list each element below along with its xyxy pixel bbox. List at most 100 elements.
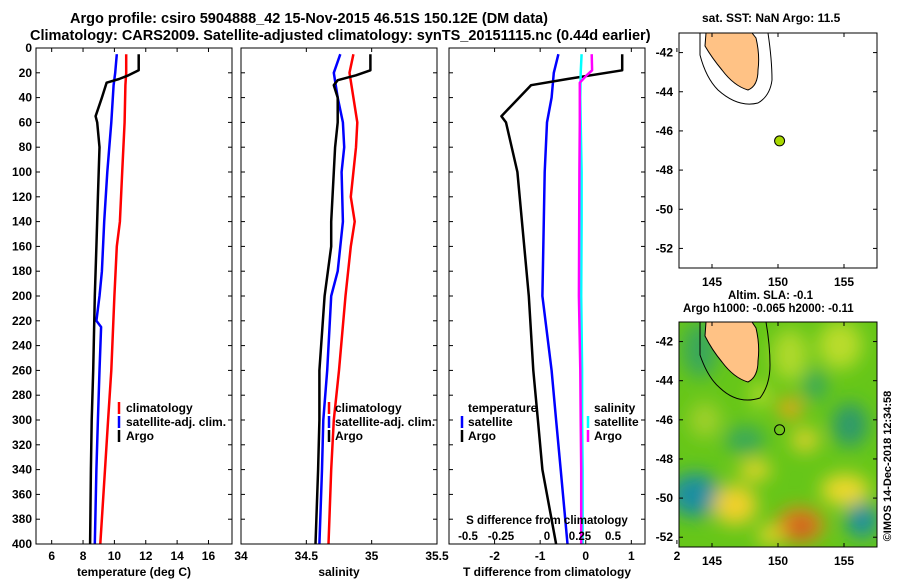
shelf-contour (699, 322, 771, 401)
legend-satellite-adj: satellite-adj. clim. (126, 415, 226, 429)
plot-title-line2: Climatology: CARS2009. Satellite-adjuste… (30, 28, 651, 44)
plot-title-line1: Argo profile: csiro 5904888_42 15-Nov-20… (70, 11, 548, 27)
sst-map: 145 150 155 -42 -44 -46 -48 -50 -52 (656, 32, 878, 289)
y-tick-label: 160 (12, 239, 32, 253)
series-line-argo (88, 54, 140, 544)
y-tick-label: 40 (19, 91, 33, 105)
salinity-xlabel: salinity (318, 565, 360, 579)
sla-map: 145 150 155 -42 -44 -46 -48 -50 -52 (656, 321, 878, 568)
y-tick-label: 80 (19, 140, 33, 154)
sst-axis-ticks: 145 150 155 -42 -44 -46 -48 -50 -52 (656, 33, 877, 289)
x-tick-label: 8 (80, 549, 87, 563)
x-tick-label: -1 (535, 549, 546, 563)
legend-t-satellite: satellite (468, 415, 513, 429)
difference-axis-ticks: -2 -1 0 1 2 (449, 47, 681, 563)
salinity-lines (314, 53, 372, 544)
y-tick-label: 200 (12, 289, 32, 303)
difference-axes-box (448, 47, 646, 545)
s-difference-label: S difference from climatology (466, 515, 628, 527)
lat-tick-label: -44 (656, 85, 674, 99)
tasmania-landmass (704, 33, 760, 91)
shelf-contour (699, 33, 773, 105)
difference-panel: -2 -1 0 1 2 T difference from climatology S … (448, 47, 681, 579)
series-line-t-argo (500, 54, 624, 544)
lat-tick-label: -44 (656, 374, 674, 388)
salinity-axes-box (240, 47, 438, 545)
lat-tick-label: -52 (656, 241, 674, 255)
sla-field (679, 322, 877, 547)
sst-axes-box (678, 32, 878, 269)
temperature-xlabel: temperature (deg C) (77, 565, 191, 579)
lon-tick-label: 145 (702, 554, 722, 568)
temperature-axis-ticks: 6 8 10 12 14 16020406080100120140160180200220… (12, 41, 232, 563)
lon-tick-label: 150 (768, 554, 788, 568)
y-tick-label: 340 (12, 463, 32, 477)
argo-position-marker (774, 135, 786, 147)
temperature-panel: 6 8 10 12 14 16020406080100120140160180200220… (12, 41, 233, 579)
lat-tick-label: -50 (656, 202, 674, 216)
temperature-legend: climatology satellite-adj. clim. Argo (117, 401, 226, 443)
lat-tick-label: -46 (656, 413, 674, 427)
sla-map-title-line2: Argo h1000: -0.065 h2000: -0.11 (683, 303, 854, 315)
x-tick-label: 14 (170, 549, 184, 563)
lon-tick-label: 155 (834, 554, 854, 568)
x-tick-label: 35.5 (425, 549, 449, 563)
legend-climatology: climatology (126, 401, 193, 415)
legend-satellite-adj: satellite-adj. clim. (335, 415, 435, 429)
difference-legend: temperature satellite Argo salinity sate… (460, 401, 639, 443)
salinity-legend: climatology satellite-adj. clim. Argo (327, 401, 435, 443)
legend-t-argo: Argo (468, 429, 496, 443)
difference-lines (500, 53, 624, 544)
x-tick-label: 10 (108, 549, 122, 563)
y-tick-label: 260 (12, 363, 32, 377)
salinity-panel: 34 34.5 35 35.5 salinity climatology satell… (234, 47, 449, 579)
salinity-axis-ticks: 34 34.5 35 35.5 (234, 47, 449, 563)
imos-credit: ©IMOS 14-Dec-2018 12:34:58 (882, 391, 894, 542)
series-line-climatology (99, 54, 128, 544)
x-tick-label: 1 (628, 549, 635, 563)
y-tick-label: 380 (12, 512, 32, 526)
series-line-satellite-adj-clim- (93, 54, 119, 544)
y-tick-label: 220 (12, 314, 32, 328)
x-tick-label: 34.5 (295, 549, 319, 563)
series-line-s-argo (577, 54, 594, 544)
y-tick-label: 120 (12, 190, 32, 204)
legend-argo: Argo (126, 429, 154, 443)
x-tick-label: 2 (674, 549, 681, 563)
series-line-t-satellite (541, 53, 569, 544)
y-tick-label: 0 (25, 41, 32, 55)
s-tick-label: 0.25 (569, 531, 592, 543)
tasmania-landmass (704, 322, 760, 383)
argo-position-marker (774, 424, 786, 436)
sla-axis-ticks: 145 150 155 -42 -44 -46 -48 -50 -52 (656, 322, 877, 568)
x-tick-label: 0 (582, 549, 589, 563)
lat-tick-label: -42 (656, 46, 674, 60)
y-tick-label: 180 (12, 264, 32, 278)
y-tick-label: 400 (12, 537, 32, 551)
lat-tick-label: -50 (656, 491, 674, 505)
sla-map-title-line1: Altim. SLA: -0.1 (728, 290, 813, 302)
lon-tick-label: 155 (834, 275, 854, 289)
legend-climatology: climatology (335, 401, 402, 415)
lat-tick-label: -46 (656, 124, 674, 138)
y-tick-label: 300 (12, 413, 32, 427)
legend-s-satellite: satellite (594, 415, 639, 429)
s-tick-label: 0.5 (605, 531, 622, 543)
x-tick-label: -2 (489, 549, 500, 563)
y-tick-label: 20 (19, 66, 33, 80)
y-tick-label: 320 (12, 438, 32, 452)
lon-tick-label: 150 (768, 275, 788, 289)
temperature-axes-box (35, 47, 233, 545)
sst-map-title: sat. SST: NaN Argo: 11.5 (702, 11, 841, 25)
s-tick-label: -0.25 (488, 531, 515, 543)
legend-s-argo: Argo (594, 429, 622, 443)
s-difference-ticks: -0.5 -0.25 0 0.25 0.5 (458, 531, 622, 543)
legend-argo: Argo (335, 429, 363, 443)
y-tick-label: 360 (12, 487, 32, 501)
x-tick-label: 12 (139, 549, 153, 563)
x-tick-label: 35 (365, 549, 379, 563)
y-tick-label: 60 (19, 115, 33, 129)
x-tick-label: 6 (48, 549, 55, 563)
lat-tick-label: -48 (656, 163, 674, 177)
